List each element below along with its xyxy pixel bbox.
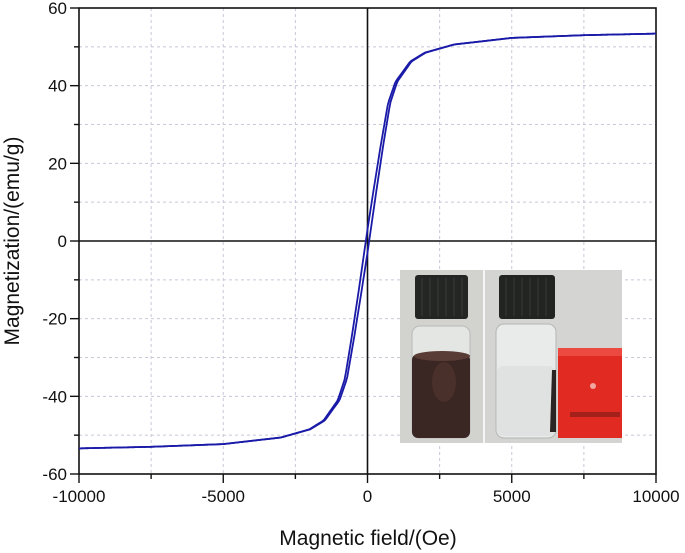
- y-tick-label: 60: [48, 0, 67, 18]
- y-tick-label: 20: [48, 154, 67, 173]
- x-axis-title: Magnetic field/(Oe): [279, 527, 456, 550]
- x-tick-label: 0: [363, 487, 372, 506]
- x-tick-label: 10000: [632, 487, 679, 506]
- dispersed-sample-vial: [400, 270, 483, 443]
- inset-photo: [400, 270, 622, 443]
- y-tick-label: -40: [42, 387, 67, 406]
- y-tick-label: -60: [42, 465, 67, 484]
- tick-marks: [70, 7, 657, 483]
- y-tick-label: 40: [48, 77, 67, 96]
- y-tick-labels: -60 -40 -20 0 20 40 60: [42, 0, 67, 484]
- magnet-separated-vial: [485, 270, 622, 443]
- hysteresis-curve: [78, 32, 657, 450]
- y-tick-label: -20: [42, 310, 67, 329]
- x-tick-labels: -10000 -5000 0 5000 10000: [53, 487, 680, 506]
- y-axis-title: Magnetization/(emu/g): [1, 137, 24, 346]
- x-tick-label: -5000: [202, 487, 245, 506]
- ascending-branch: [78, 32, 657, 450]
- y-tick-label: 0: [58, 232, 67, 251]
- magnet-block: [558, 348, 622, 438]
- x-tick-label: 5000: [493, 487, 531, 506]
- x-tick-label: -10000: [53, 487, 106, 506]
